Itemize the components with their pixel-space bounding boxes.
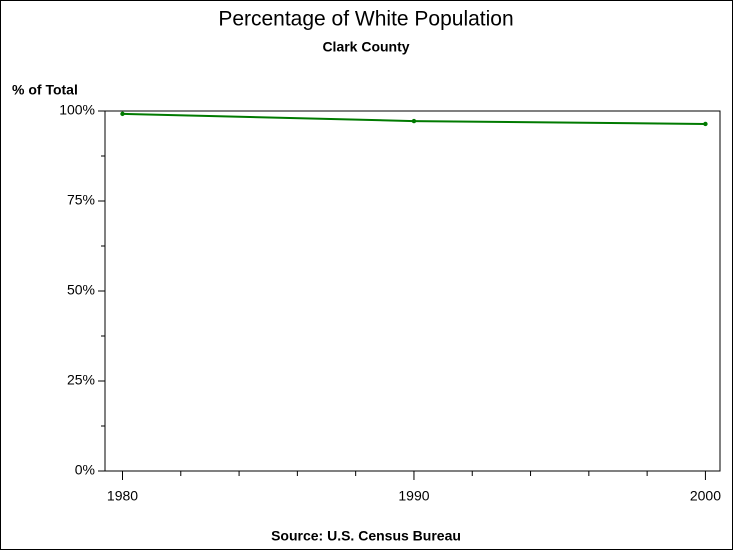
data-point (411, 118, 417, 124)
y-tick-label: 0% (75, 462, 95, 478)
x-tick-label: 2000 (690, 488, 721, 504)
chart-title: Percentage of White Population (218, 8, 513, 31)
y-tick-label: 50% (67, 282, 95, 298)
data-point (120, 111, 125, 117)
source-note: Source: U.S. Census Bureau (271, 528, 461, 544)
y-tick-label: 25% (67, 372, 95, 388)
y-tick-label: 100% (59, 102, 95, 118)
y-tick-label: 75% (67, 192, 95, 208)
x-tick-label: 1990 (398, 488, 429, 504)
data-point (703, 121, 708, 127)
y-axis-label: % of Total (12, 82, 78, 98)
chart-subtitle: Clark County (322, 39, 409, 55)
x-tick-label: 1980 (107, 488, 138, 504)
